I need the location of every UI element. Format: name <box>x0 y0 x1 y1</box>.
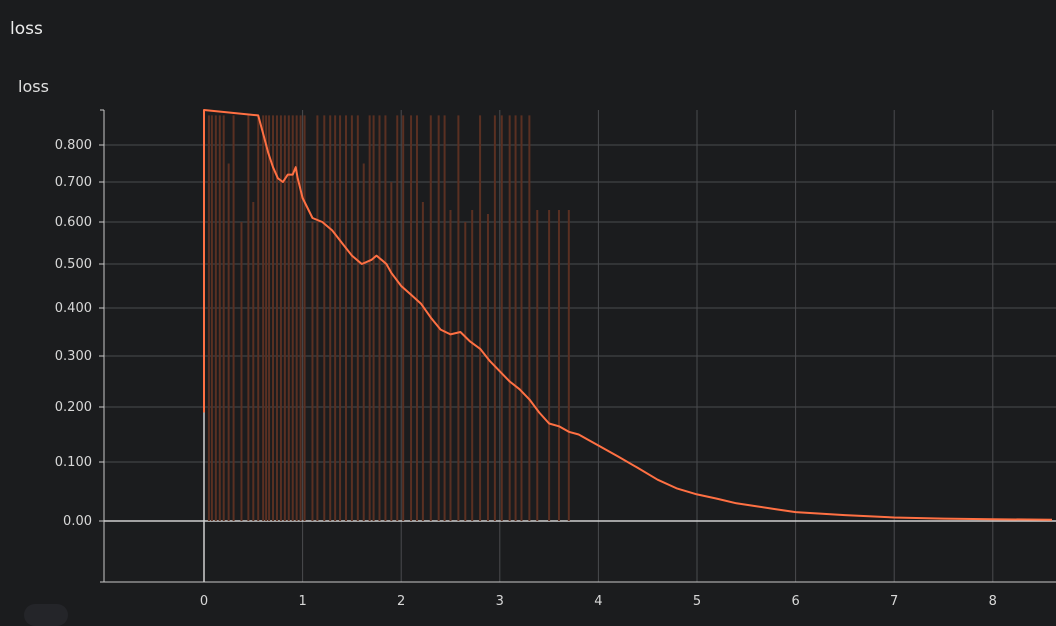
x-tick-label: 4 <box>594 594 602 609</box>
raw-series-layer <box>207 115 570 521</box>
y-tick-label: 0.00 <box>63 514 92 529</box>
y-tick-label: 0.200 <box>55 400 92 415</box>
x-tick-label: 2 <box>397 594 405 609</box>
y-tick-label: 0.500 <box>55 257 92 272</box>
y-tick-label: 0.700 <box>55 175 92 190</box>
y-tick-label: 0.300 <box>55 349 92 364</box>
x-tick-label: 0 <box>200 594 208 609</box>
y-tick-label: 0.400 <box>55 301 92 316</box>
y-tick-label: 0.600 <box>55 215 92 230</box>
x-tick-label: 3 <box>496 594 504 609</box>
x-tick-label: 5 <box>693 594 701 609</box>
corner-control <box>24 604 68 626</box>
y-tick-label: 0.800 <box>55 138 92 153</box>
chart-card-title: loss <box>18 77 49 96</box>
grid-layer <box>104 110 1056 582</box>
axis-layer <box>99 109 1056 583</box>
tick-label-layer: 0.00 0.100 0.200 0.300 0.400 0.500 0.600 0.700 0… <box>55 138 997 609</box>
x-tick-label: 8 <box>989 594 997 609</box>
x-tick-label: 6 <box>791 594 799 609</box>
smoothed-series-layer <box>203 109 1053 521</box>
x-tick-label: 1 <box>298 594 306 609</box>
y-tick-label: 0.100 <box>55 455 92 470</box>
section-title: loss <box>10 19 43 39</box>
smoothed-loss-line[interactable] <box>203 109 1053 521</box>
x-tick-label: 7 <box>890 594 898 609</box>
